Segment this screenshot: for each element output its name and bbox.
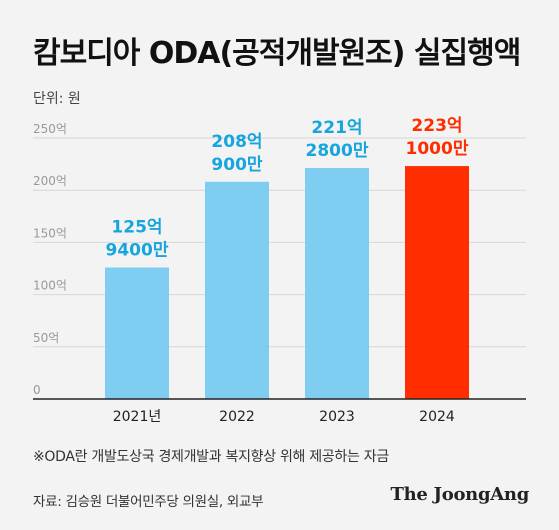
bar [405, 166, 469, 399]
brand-logo: The JoongAng [390, 484, 530, 505]
x-tick-label: 2021년 [113, 409, 162, 425]
chart-title: 캄보디아 ODA(공적개발원조) 실집행액 [33, 36, 521, 71]
bar [105, 267, 169, 399]
unit-label: 단위: 원 [33, 91, 81, 107]
bar-value-label: 208억 [211, 132, 262, 152]
y-tick-label: 150억 [33, 226, 67, 240]
bar-value-label: 2800만 [306, 141, 369, 161]
bar [305, 167, 369, 399]
bar-value-label: 900만 [211, 155, 262, 175]
y-tick-label: 50억 [33, 331, 59, 345]
x-tick-label: 2022 [219, 409, 255, 425]
bar-chart: 0 50억 100억 150억 200억 250억 125억 9400만 2021년 208억 90… [33, 116, 526, 425]
bar-value-label: 221억 [311, 118, 362, 138]
x-tick-label: 2024 [419, 409, 455, 425]
source-credit: 자료: 김승원 더불어민주당 의원실, 외교부 [33, 494, 264, 510]
y-tick-label: 200억 [33, 174, 67, 188]
bar-value-label: 223억 [411, 116, 462, 136]
x-tick-label: 2023 [319, 409, 355, 425]
bar-value-label: 125억 [111, 218, 162, 238]
y-tick-label: 100억 [33, 279, 67, 293]
footnote: ※ODA란 개발도상국 경제개발과 복지향상 위해 제공하는 자금 [33, 449, 389, 465]
bar-value-label: 9400만 [106, 241, 169, 261]
y-tick-label: 250억 [33, 122, 67, 136]
bar [205, 181, 269, 399]
y-tick-label: 0 [33, 383, 41, 397]
bar-value-label: 1000만 [406, 139, 469, 159]
